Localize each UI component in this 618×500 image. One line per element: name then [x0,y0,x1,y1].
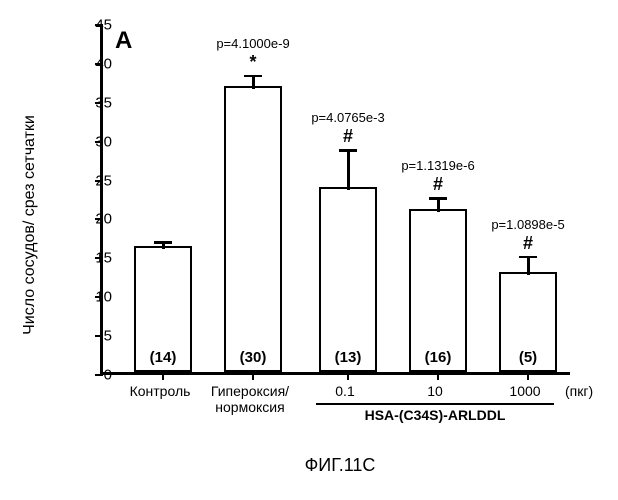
significance-marker: # [343,126,353,147]
error-cap [339,149,357,152]
error-cap [154,241,172,244]
n-label: (30) [240,349,267,366]
error-bar [347,150,350,190]
y-tick-label: 10 [95,289,112,306]
error-cap [519,256,537,259]
error-bar [527,257,530,276]
p-value-label: p=4.0765e-3 [311,110,384,125]
p-value-label: p=1.0898e-5 [491,217,564,232]
n-label: (14) [150,349,177,366]
significance-marker: * [249,52,256,73]
y-tick-label: 40 [95,55,112,72]
x-tick-label: Гипероксия/нормоксия [211,383,289,415]
x-tick [162,372,164,380]
p-value-label: p=4.1000e-9 [216,36,289,51]
n-label: (13) [335,349,362,366]
error-cap [429,197,447,200]
x-tick-label: 0.1 [335,383,354,399]
x-tick-label: 10 [427,383,443,399]
error-cap [244,75,262,78]
x-tick [527,372,529,380]
x-tick [437,372,439,380]
p-value-label: p=1.1319e-6 [401,158,474,173]
error-bar [252,76,255,89]
y-tick-label: 0 [104,367,112,384]
significance-marker: # [523,233,533,254]
y-tick-label: 25 [95,172,112,189]
figure-caption: ФИГ.11C [305,455,376,476]
bar [409,209,467,372]
y-tick-label: 5 [104,328,112,345]
x-tick [252,372,254,380]
y-tick-label: 45 [95,17,112,34]
x-tick-label: Контроль [130,383,191,399]
bar [319,187,377,372]
x-tick-label: 1000 [509,383,540,399]
x-tick [347,372,349,380]
error-bar [437,198,440,211]
y-tick-label: 15 [95,250,112,267]
group-label: HSA-(C34S)-ARLDDL [365,407,506,423]
panel-label: A [115,27,132,55]
x-unit-label: (пкг) [565,383,593,399]
n-label: (16) [425,349,452,366]
y-tick-label: 20 [95,211,112,228]
y-axis-label: Число сосудов/ срез сетчатки [21,115,39,335]
n-label: (5) [519,349,537,366]
group-bracket [316,403,554,405]
bar [224,86,282,372]
significance-marker: # [433,174,443,195]
y-tick [95,374,103,376]
y-tick-label: 30 [95,133,112,150]
y-tick-label: 35 [95,94,112,111]
y-tick [95,335,103,337]
chart-container: Число сосудов/ срез сетчатки A (14)(30)*… [40,15,590,435]
plot-area: A (14)(30)*p=4.1000e-9(13)#p=4.0765e-3(1… [100,25,570,375]
